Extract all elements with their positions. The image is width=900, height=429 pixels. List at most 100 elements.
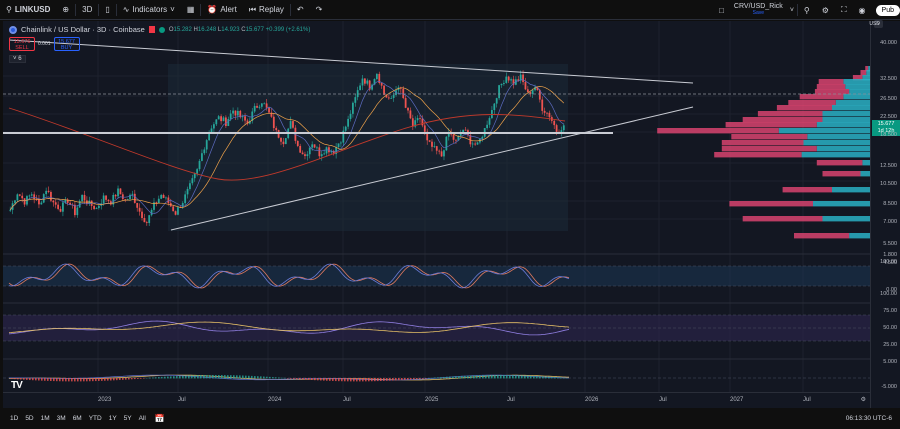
time-label: 2026	[585, 397, 599, 403]
current-price-label: 15.677 1d 12h	[872, 120, 900, 136]
time-label: 2027	[730, 397, 744, 403]
divider	[115, 3, 117, 16]
rsi-label: 25.00	[883, 342, 897, 348]
price-label: 12.500	[880, 163, 897, 169]
templates-button[interactable]: ▦	[181, 0, 201, 20]
chevron-down-icon: ˅	[13, 56, 17, 62]
price-label: 8.500	[883, 201, 897, 207]
range-1m[interactable]: 1M	[40, 415, 50, 422]
fullscreen-icon: ⛶	[840, 5, 847, 14]
quick-search-icon: ⚲	[803, 5, 810, 15]
fullscreen-button[interactable]: ⛶	[835, 0, 853, 20]
stoch-label: 100.00	[880, 291, 897, 297]
indicators-button[interactable]: ∿ Indicators ˅	[117, 0, 181, 20]
camera-icon: ◉	[858, 5, 866, 15]
replay-label: Replay	[259, 5, 284, 14]
replay-icon: ⏮	[248, 4, 257, 14]
time-axis-settings-icon[interactable]: ⚙	[860, 397, 866, 403]
time-label: 2024	[268, 397, 282, 403]
time-label: Jul	[178, 397, 186, 403]
publish-button[interactable]: Pub	[875, 4, 900, 16]
time-label: Jul	[343, 397, 351, 403]
price-label: 26.500	[880, 96, 897, 102]
replay-button[interactable]: ⏮ Replay	[243, 0, 290, 20]
price-scale[interactable]: USD ˅ 15.677 1d 12h 40.000 32.500 26.500 22…	[869, 20, 900, 408]
stoch-label: 1.800	[883, 252, 897, 258]
range-ytd[interactable]: YTD	[88, 415, 102, 422]
undo-button[interactable]: ↶	[291, 0, 310, 20]
price-label: 18.500	[880, 132, 897, 138]
rsi-label: 50.00	[883, 325, 897, 331]
candles-icon: ▯	[105, 5, 110, 14]
redo-icon: ↷	[315, 5, 323, 14]
range-5y[interactable]: 5Y	[123, 415, 132, 422]
compare-symbol-button[interactable]: ⊕	[56, 0, 75, 20]
layout-selector[interactable]: CRV/USD_Rick Save	[730, 3, 787, 17]
price-label: 32.500	[880, 76, 897, 82]
price-label: 22.500	[880, 114, 897, 120]
chevron-down-icon[interactable]: ˅	[789, 6, 794, 14]
range-6m[interactable]: 6M	[72, 415, 82, 422]
price-label: 5.500	[883, 241, 897, 247]
indicators-icon: ∿	[122, 5, 130, 14]
market-open-dot-icon	[158, 26, 165, 33]
rsi-label: 75.00	[883, 308, 897, 314]
symbol-name: LINKUSD	[14, 5, 51, 14]
chart-title[interactable]: Chainlink / US Dollar · 3D · Coinbase	[21, 25, 145, 34]
currency-button[interactable]: USD ˅	[869, 20, 883, 28]
chart-canvas[interactable]: Chainlink / US Dollar · 3D · Coinbase O1…	[3, 21, 870, 408]
sell-button[interactable]: 15.676 SELL	[9, 37, 35, 51]
range-3m[interactable]: 3M	[56, 415, 66, 422]
time-label: Jul	[659, 397, 667, 403]
market-flag-icon	[148, 26, 155, 33]
chainlink-logo-icon	[9, 25, 17, 34]
layout-save-status: Save	[752, 10, 765, 16]
range-1d[interactable]: 1D	[10, 415, 19, 422]
interval-button[interactable]: 3D	[76, 0, 98, 20]
settings-button[interactable]: ⚙	[816, 0, 835, 20]
layout-button[interactable]: □	[713, 0, 730, 20]
trade-panel: 15.676 SELL 0.001 15.677 BUY	[9, 37, 80, 51]
price-chart-svg	[3, 21, 870, 392]
chart-type-button[interactable]: ▯	[99, 0, 115, 20]
indicators-collapse-toggle[interactable]: ˅ 6	[9, 55, 26, 63]
range-1y[interactable]: 1Y	[108, 415, 117, 422]
snapshot-button[interactable]: ◉	[853, 0, 872, 20]
goto-date-icon[interactable]: 📅	[154, 414, 165, 423]
time-label: 2025	[425, 397, 439, 403]
interval-label: 3D	[82, 5, 93, 14]
ohlc-values: O15.282 H16.248 L14.923 C15.677 +0.399 (…	[168, 26, 311, 33]
alert-button[interactable]: ⏰ Alert	[201, 0, 242, 20]
layout-name: CRV/USD_Rick	[733, 3, 783, 10]
divider	[75, 3, 77, 16]
range-5d[interactable]: 5D	[25, 415, 34, 422]
macd-label: -5.000	[881, 384, 897, 390]
price-label: 40.000	[880, 40, 897, 46]
redo-button[interactable]: ↷	[310, 0, 329, 20]
alarm-clock-icon: ⏰	[207, 5, 218, 14]
layout-square-icon: □	[719, 5, 724, 15]
stoch-label: 100.00	[880, 259, 897, 265]
price-label: 10.500	[880, 181, 897, 187]
price-label: 7.000	[883, 219, 897, 225]
undo-icon: ↶	[296, 5, 304, 14]
symbol-search[interactable]: ⚲ LINKUSD	[0, 0, 56, 20]
search-icon: ⚲	[6, 5, 12, 14]
stoch-label: 0.00	[886, 287, 897, 293]
time-label: 2023	[98, 397, 112, 403]
bottom-toolbar: 1D 5D 1M 3M 6M YTD 1Y 5Y All 📅 06:13:30 UTC-6	[0, 408, 900, 429]
clock[interactable]: 06:13:30 UTC-6	[845, 415, 892, 422]
range-all[interactable]: All	[138, 415, 146, 422]
buy-button[interactable]: 15.677 BUY	[53, 37, 80, 51]
toolbar-right: □ CRV/USD_Rick Save ˅ ⚲ ⚙ ⛶ ◉ Pub	[713, 0, 900, 20]
quick-search-button[interactable]: ⚲	[798, 0, 816, 20]
grid-icon: ▦	[186, 5, 195, 14]
divider	[289, 3, 291, 16]
macd-label: 5.000	[883, 359, 897, 365]
time-label: Jul	[803, 397, 811, 403]
indicators-label: Indicators	[132, 5, 168, 14]
divider	[200, 3, 202, 16]
tradingview-logo[interactable]: TV	[11, 380, 23, 391]
time-axis[interactable]: ⚙ 2023 Jul 2024 Jul 2025 Jul 2026 Jul 2027 Jul	[3, 392, 870, 408]
plus-circle-icon: ⊕	[62, 5, 70, 14]
